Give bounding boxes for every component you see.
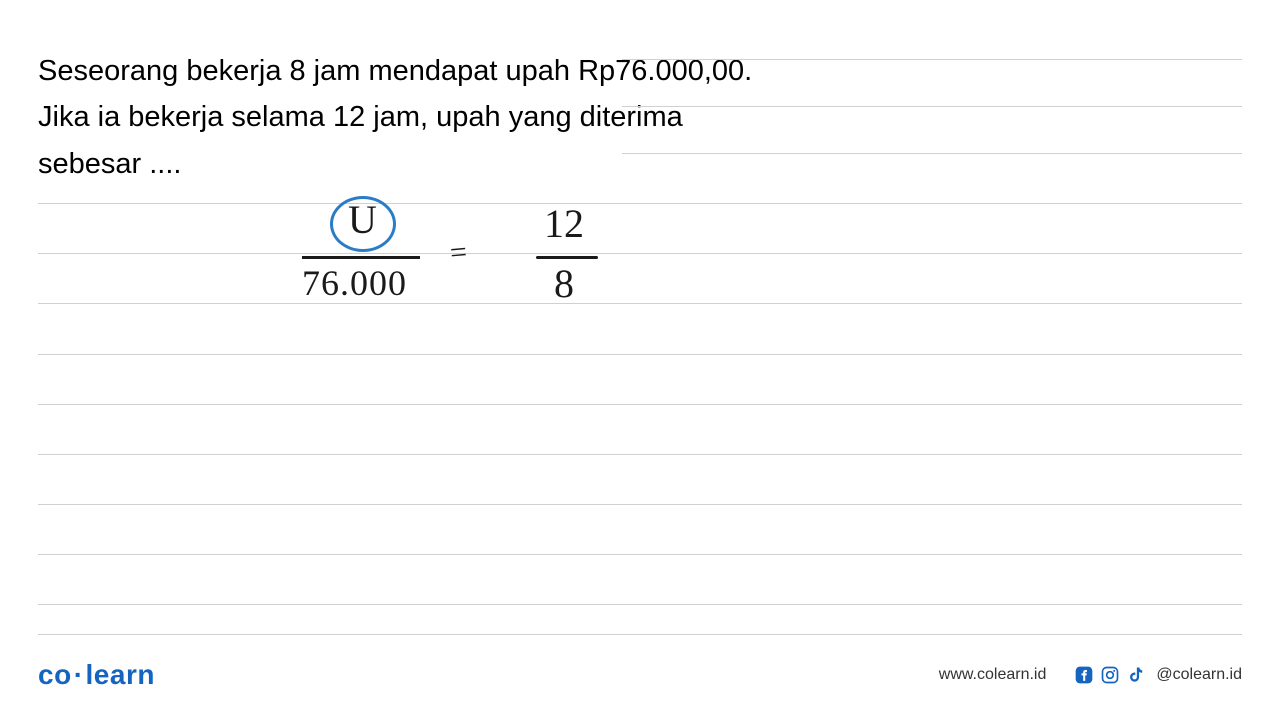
facebook-icon: [1074, 665, 1094, 685]
ruled-line: [38, 253, 1242, 254]
question-line-3: sebesar ....: [38, 141, 798, 187]
logo-part-co: co: [38, 659, 72, 690]
ruled-line: [38, 454, 1242, 455]
hw-numerator-left: U: [348, 196, 377, 243]
question-block: Seseorang bekerja 8 jam mendapat upah Rp…: [38, 48, 798, 187]
website-text: www.colearn.id: [939, 666, 1047, 684]
instagram-icon: [1100, 665, 1120, 685]
ruled-line: [622, 59, 1242, 60]
fraction-bar-right: [536, 256, 598, 259]
tiktok-icon: [1126, 665, 1146, 685]
ruled-line: [622, 153, 1242, 154]
ruled-line: [38, 354, 1242, 355]
question-line-1: Seseorang bekerja 8 jam mendapat upah Rp…: [38, 48, 798, 94]
ruled-line: [38, 604, 1242, 605]
ruled-line: [38, 554, 1242, 555]
logo-dot: ·: [74, 659, 84, 690]
footer-right: www.colearn.id @colearn.id: [939, 665, 1242, 685]
ruled-line: [38, 504, 1242, 505]
ruled-line: [38, 203, 1242, 204]
footer: co·learn www.colearn.id @colearn.id: [38, 655, 1242, 695]
hw-denominator-right: 8: [554, 260, 574, 307]
social-handle: @colearn.id: [1156, 666, 1242, 684]
logo-part-learn: learn: [86, 659, 155, 690]
question-line-2: Jika ia bekerja selama 12 jam, upah yang…: [38, 94, 798, 140]
hw-denominator-left: 76.000: [302, 262, 407, 304]
hw-numerator-right: 12: [544, 200, 584, 247]
social-group: @colearn.id: [1074, 665, 1242, 685]
fraction-bar-left: [302, 256, 420, 259]
ruled-line: [38, 303, 1242, 304]
brand-logo: co·learn: [38, 659, 155, 691]
ruled-line: [38, 404, 1242, 405]
hw-equals: =: [449, 235, 469, 270]
ruled-line: [622, 106, 1242, 107]
ruled-line: [38, 634, 1242, 635]
